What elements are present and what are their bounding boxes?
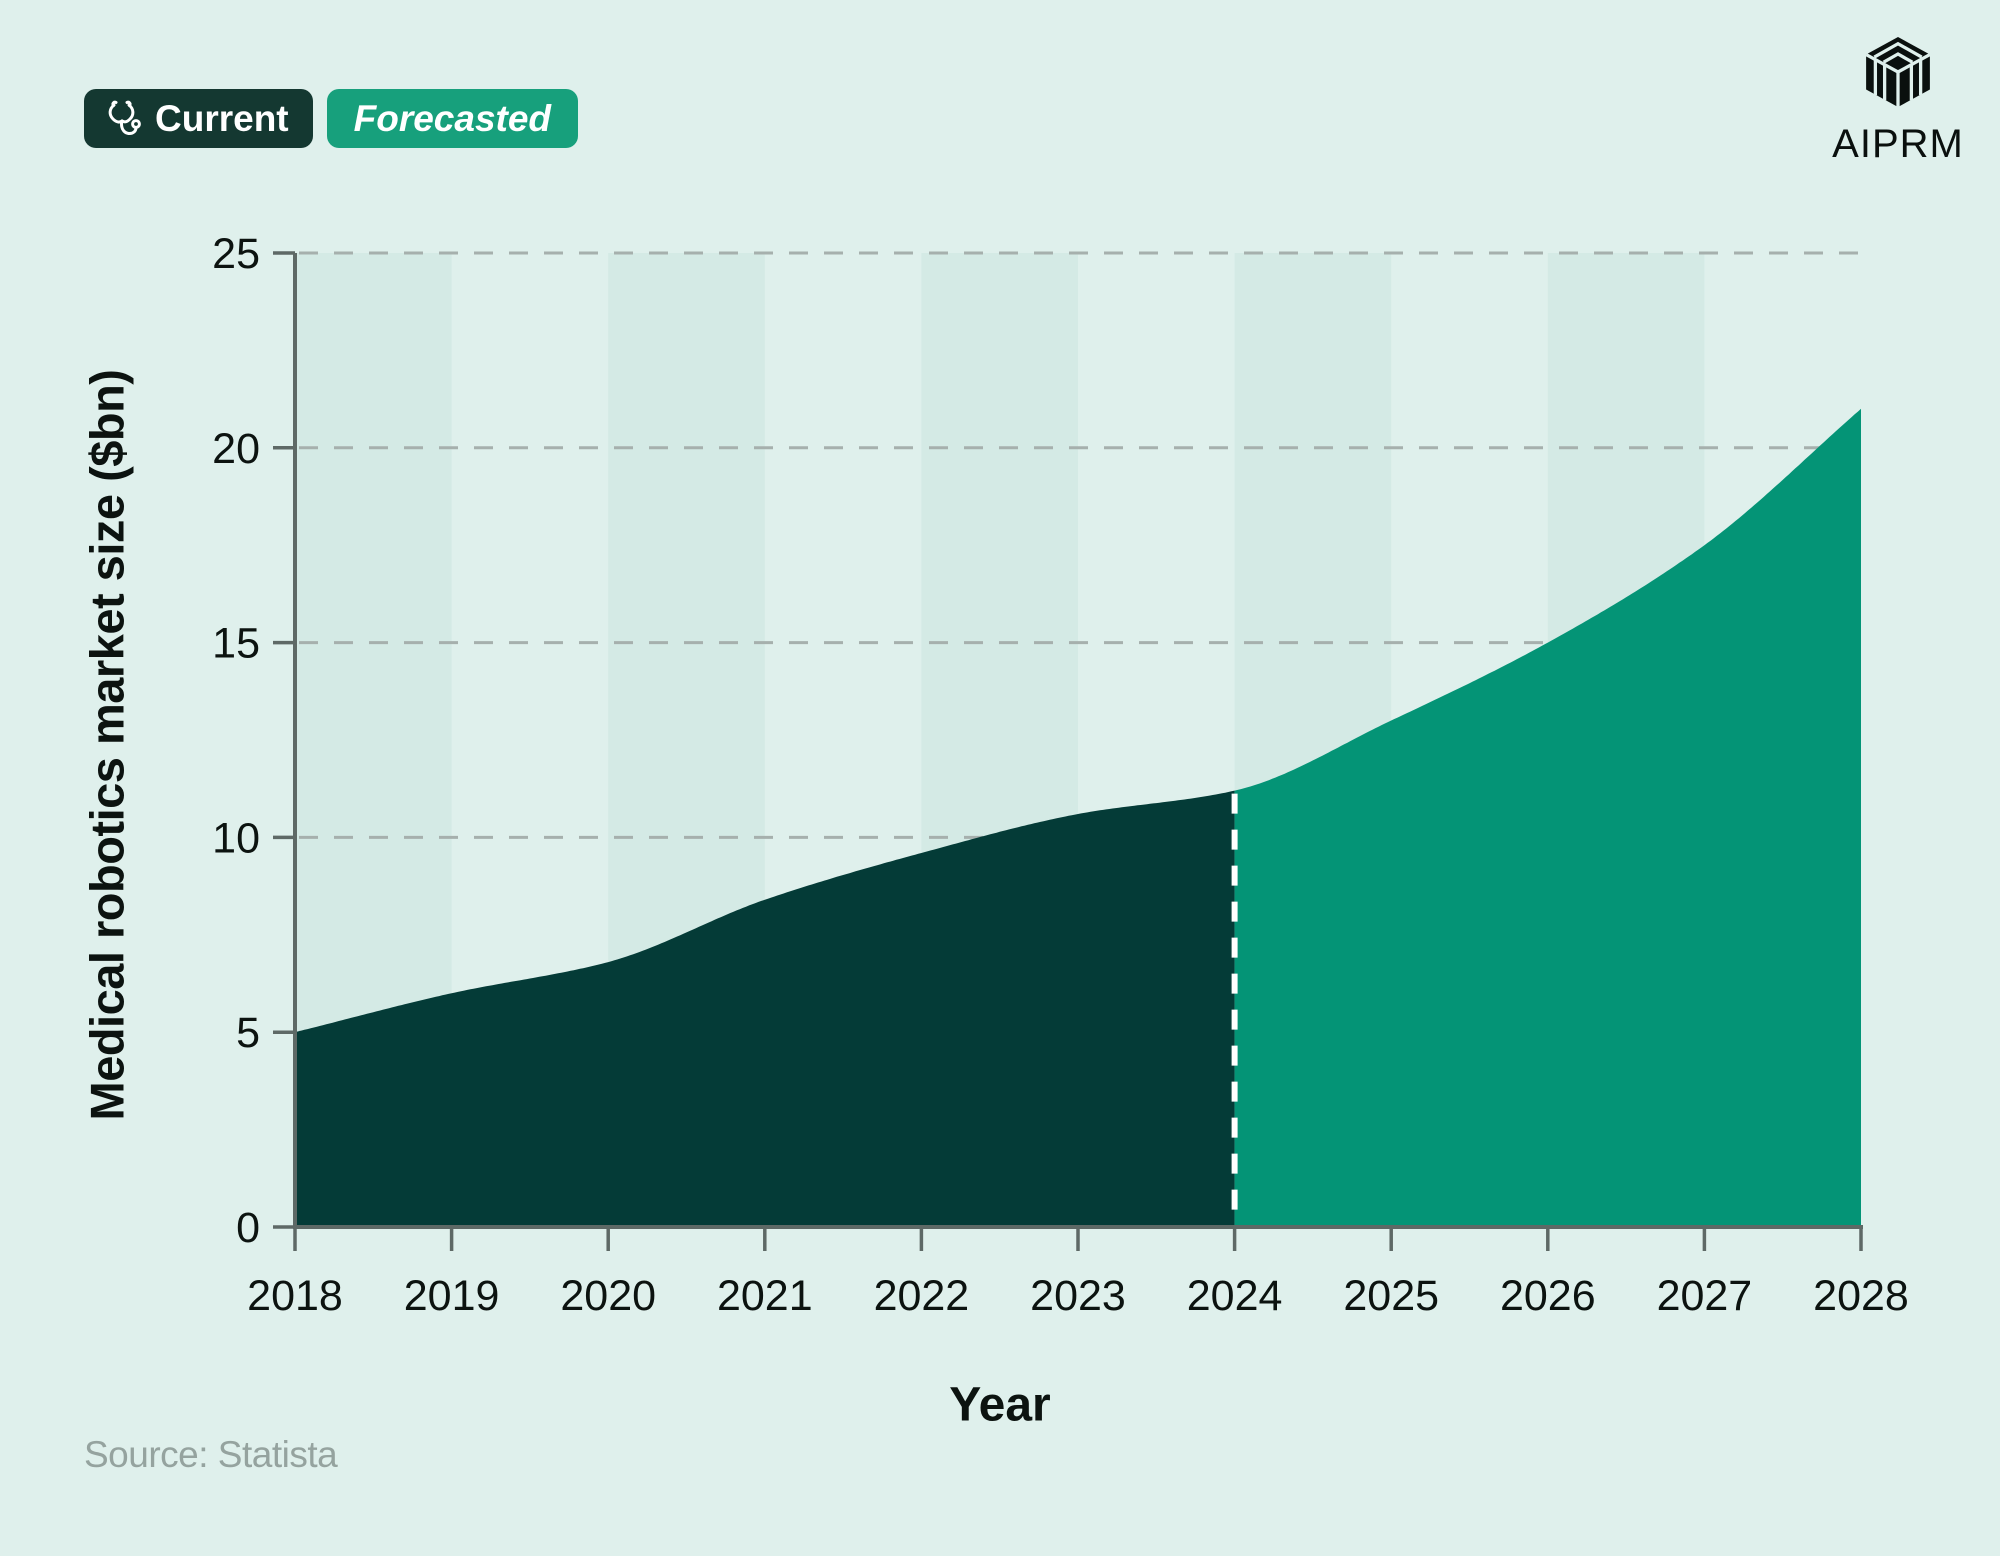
x-tick-label: 2020	[560, 1272, 656, 1320]
x-tick-label: 2022	[874, 1272, 970, 1320]
legend-current-label: Current	[155, 98, 289, 139]
x-tick-label: 2023	[1030, 1272, 1126, 1320]
legend: Current Forecasted	[84, 89, 579, 148]
aiprm-cube-icon	[1862, 36, 1934, 113]
source-note: Source: Statista	[84, 1434, 338, 1475]
legend-forecasted-badge: Forecasted	[326, 89, 579, 148]
x-tick-label: 2019	[404, 1272, 500, 1320]
y-tick-label: 20	[212, 425, 260, 473]
stethoscope-icon	[104, 100, 142, 138]
x-tick-label: 2025	[1343, 1272, 1439, 1320]
y-tick-label: 5	[236, 1009, 260, 1057]
aiprm-wordmark: AIPRM	[1832, 122, 1964, 166]
legend-forecasted-label: Forecasted	[353, 98, 552, 139]
x-tick-label: 2021	[717, 1272, 813, 1320]
aiprm-logo: AIPRM	[1832, 36, 1964, 167]
x-tick-label: 2024	[1187, 1272, 1283, 1320]
legend-current-badge: Current	[84, 89, 313, 148]
x-axis-title: Year	[949, 1378, 1051, 1432]
x-tick-label: 2018	[247, 1272, 343, 1320]
area-current	[295, 790, 1235, 1227]
x-tick-label: 2026	[1500, 1272, 1596, 1320]
area-forecasted	[1234, 408, 1861, 1227]
y-tick-label: 25	[212, 230, 260, 278]
y-tick-label: 0	[236, 1204, 260, 1252]
x-tick-label: 2028	[1813, 1272, 1909, 1320]
y-tick-label: 15	[212, 620, 260, 668]
y-tick-label: 10	[212, 814, 260, 862]
x-tick-label: 2027	[1657, 1272, 1753, 1320]
